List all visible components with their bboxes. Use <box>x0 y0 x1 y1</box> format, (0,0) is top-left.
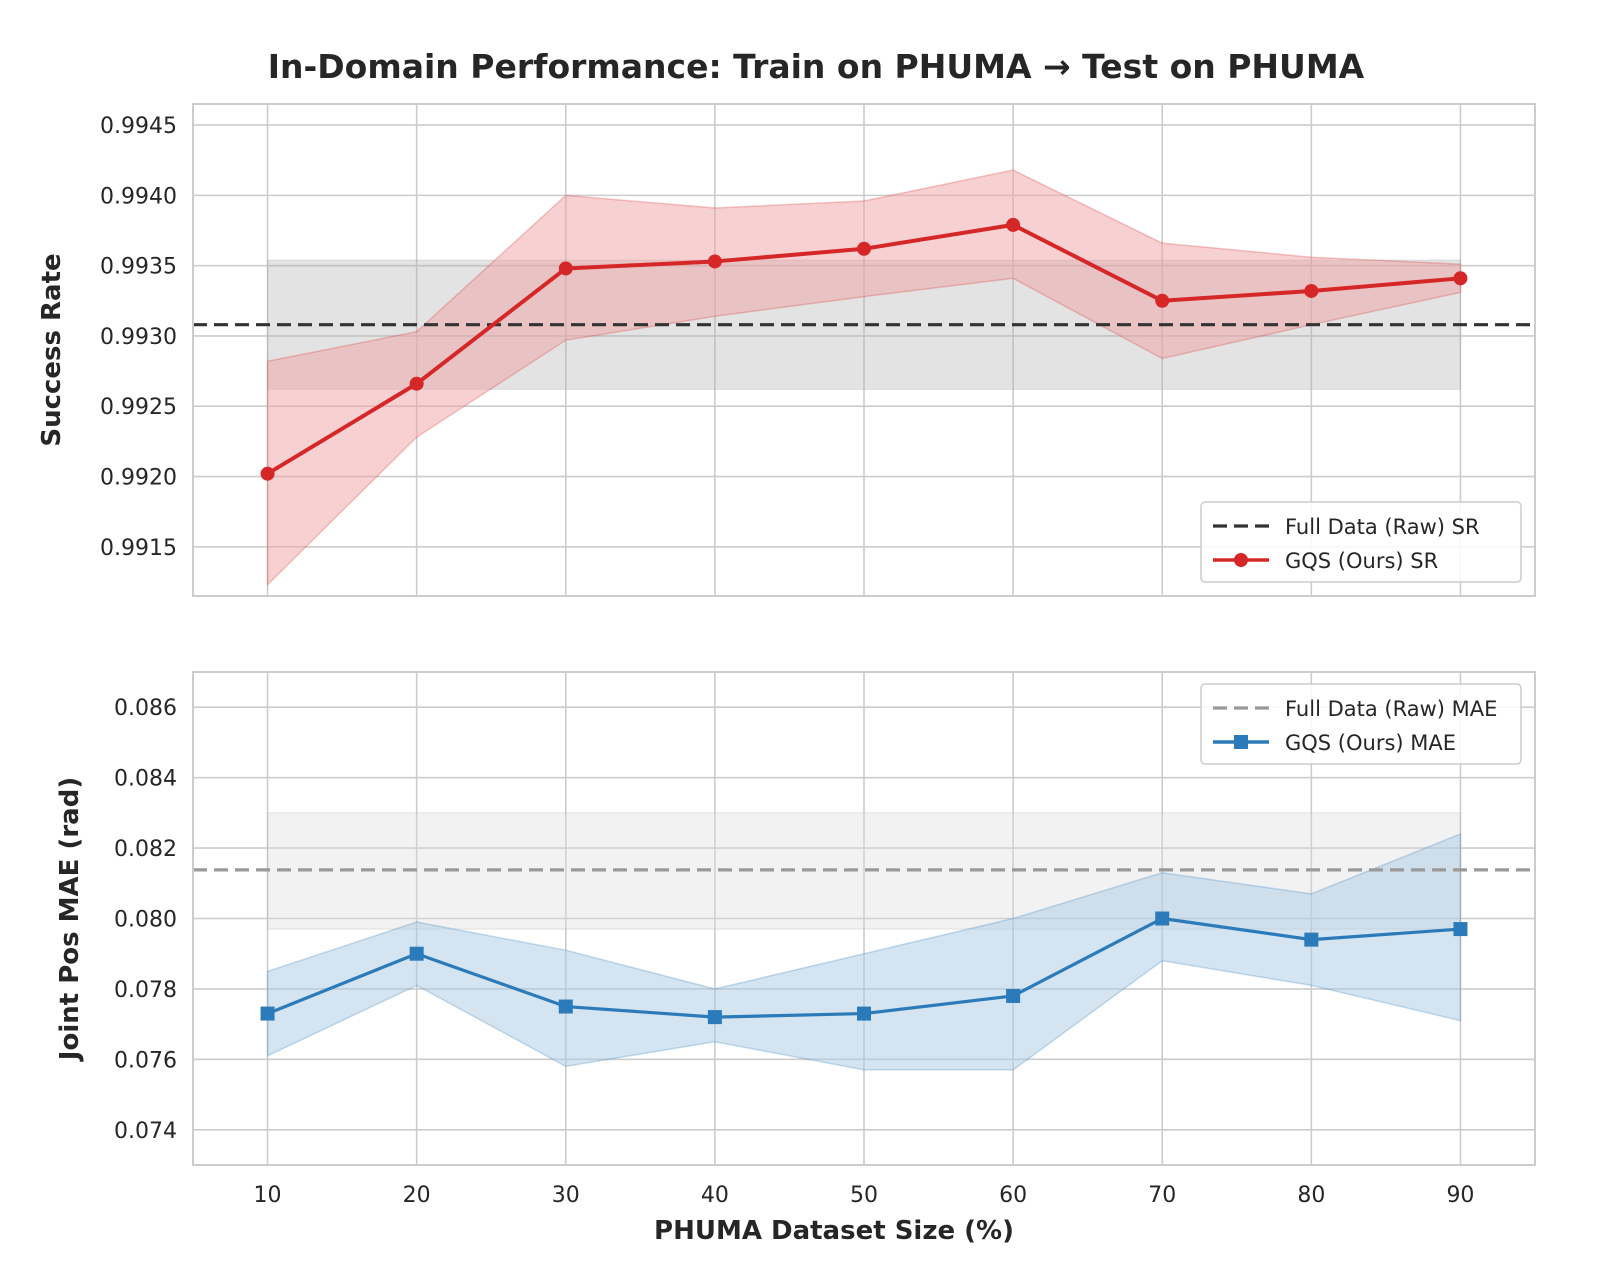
x-tick-label: 90 <box>1446 1183 1474 1208</box>
figure-title: In-Domain Performance: Train on PHUMA → … <box>268 47 1365 86</box>
y-tick-label: 0.9915 <box>100 536 177 561</box>
data-point <box>260 466 275 481</box>
data-point <box>857 241 871 256</box>
success-rate-panel: 0.9915 0.9920 0.9925 0.9930 0.9935 0.9940 0.99… <box>37 103 1536 597</box>
data-point <box>409 946 424 961</box>
x-tick-label: 20 <box>403 1183 431 1208</box>
data-point <box>558 999 573 1014</box>
y-axis-label: Joint Pos MAE (rad) <box>55 777 85 1062</box>
data-point <box>260 1006 275 1021</box>
data-point <box>1006 217 1021 232</box>
y-tick-label: 0.9930 <box>100 325 177 350</box>
data-point <box>1453 271 1468 286</box>
legend-series-marker <box>1234 735 1248 749</box>
legend-series-label: GQS (Ours) MAE <box>1285 731 1456 755</box>
x-axis-label: PHUMA Dataset Size (%) <box>654 1216 1014 1246</box>
legend-series-label: GQS (Ours) SR <box>1285 549 1438 573</box>
y-tick-label: 0.9935 <box>100 255 177 280</box>
y-tick-label: 0.084 <box>114 767 177 792</box>
y-tick-label: 0.074 <box>114 1119 177 1144</box>
legend: Full Data (Raw) MAE GQS (Ours) MAE <box>1200 683 1522 765</box>
y-tick-label: 0.080 <box>114 908 177 933</box>
y-tick-label: 0.9920 <box>100 466 177 491</box>
data-point <box>857 1006 871 1021</box>
data-point <box>1155 293 1170 308</box>
data-point <box>558 261 573 276</box>
mae-panel: 0.074 0.076 0.078 0.080 0.082 0.084 0.086 10 20 3… <box>55 671 1536 1246</box>
y-tick-label: 0.078 <box>114 978 177 1003</box>
x-tick-label: 60 <box>999 1183 1027 1208</box>
y-tick-label: 0.9940 <box>100 184 177 209</box>
x-tick-label: 50 <box>850 1183 878 1208</box>
y-tick-label: 0.9925 <box>100 395 177 420</box>
data-point <box>1304 932 1319 947</box>
y-tick-label: 0.082 <box>114 837 177 862</box>
y-axis-label: Success Rate <box>37 253 67 446</box>
legend-box <box>1200 683 1522 765</box>
axes-frame <box>192 103 1536 597</box>
data-point <box>707 254 722 269</box>
x-tick-label: 10 <box>254 1183 282 1208</box>
y-tick-label: 0.9945 <box>100 114 177 139</box>
data-point <box>409 376 424 391</box>
x-tick-label: 70 <box>1148 1183 1176 1208</box>
data-point <box>1453 922 1468 937</box>
x-tick-label: 80 <box>1297 1183 1325 1208</box>
data-point <box>1006 988 1021 1003</box>
x-tick-label: 30 <box>552 1183 580 1208</box>
legend-baseline-label: Full Data (Raw) MAE <box>1285 697 1497 721</box>
data-point <box>1304 283 1319 298</box>
legend-series-marker <box>1234 553 1248 567</box>
legend-baseline-label: Full Data (Raw) SR <box>1285 515 1480 539</box>
y-tick-label: 0.086 <box>114 696 177 721</box>
x-tick-label: 40 <box>701 1183 729 1208</box>
y-tick-label: 0.076 <box>114 1048 177 1073</box>
axes-frame <box>192 671 1536 1166</box>
data-point <box>707 1010 722 1025</box>
legend-box <box>1200 501 1522 583</box>
legend: Full Data (Raw) SR GQS (Ours) SR <box>1200 501 1522 583</box>
data-point <box>1155 911 1170 926</box>
